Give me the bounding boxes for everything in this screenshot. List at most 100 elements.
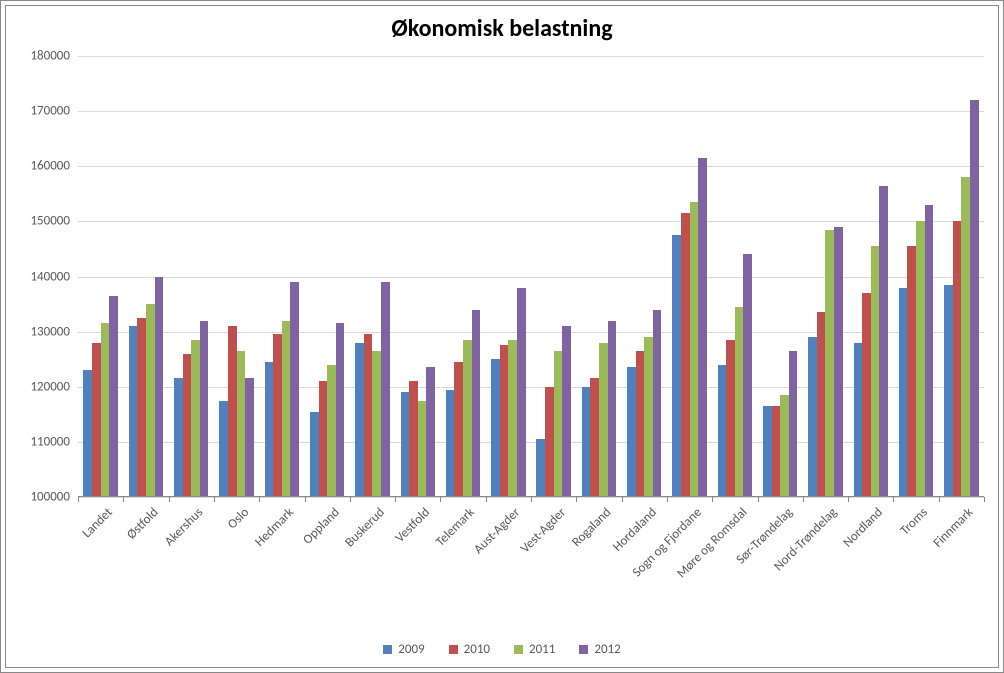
bar bbox=[763, 406, 772, 497]
bar bbox=[409, 381, 418, 497]
bar bbox=[953, 221, 962, 497]
x-tick-label: Nordland bbox=[840, 505, 885, 550]
legend-item: 2012 bbox=[579, 642, 620, 657]
x-tick-mark bbox=[712, 497, 713, 502]
bar bbox=[636, 351, 645, 497]
legend-swatch bbox=[449, 645, 458, 654]
bar bbox=[681, 213, 690, 497]
bar bbox=[608, 321, 617, 497]
bar bbox=[726, 340, 735, 497]
x-tick-mark bbox=[440, 497, 441, 502]
chart-container: Økonomisk belastning 1000001100001200001… bbox=[0, 0, 1004, 673]
x-tick-mark bbox=[893, 497, 894, 502]
bar bbox=[83, 370, 92, 497]
bar bbox=[336, 323, 345, 497]
bar bbox=[780, 395, 789, 497]
bar bbox=[381, 282, 390, 497]
x-tick-label: Finnmark bbox=[931, 505, 977, 551]
x-tick-mark bbox=[576, 497, 577, 502]
y-tick-label: 170000 bbox=[30, 104, 70, 119]
x-tick-label: Hedmark bbox=[252, 505, 297, 550]
bar bbox=[944, 285, 953, 497]
legend-swatch bbox=[383, 645, 392, 654]
y-tick-label: 150000 bbox=[30, 214, 70, 229]
bar bbox=[446, 390, 455, 497]
bar bbox=[92, 343, 101, 497]
bar bbox=[854, 343, 863, 497]
x-tick-mark bbox=[123, 497, 124, 502]
bar bbox=[401, 392, 410, 497]
bar bbox=[879, 186, 888, 497]
legend-swatch bbox=[579, 645, 588, 654]
legend-label: 2012 bbox=[594, 642, 620, 657]
bar bbox=[364, 334, 373, 497]
bar bbox=[219, 401, 228, 497]
x-tick-mark bbox=[939, 497, 940, 502]
bar bbox=[817, 312, 826, 497]
bar bbox=[319, 381, 328, 497]
x-tick-label: Vest-Agder bbox=[518, 505, 569, 556]
x-tick-mark bbox=[667, 497, 668, 502]
x-tick-mark bbox=[350, 497, 351, 502]
chart-title: Økonomisk belastning bbox=[6, 14, 998, 43]
bar bbox=[735, 307, 744, 497]
x-tick-mark bbox=[622, 497, 623, 502]
legend-swatch bbox=[514, 645, 523, 654]
plot-area bbox=[78, 56, 984, 497]
bar bbox=[789, 351, 798, 497]
bar bbox=[690, 202, 699, 497]
y-axis: 1000001100001200001300001400001500001600… bbox=[6, 56, 78, 497]
bar bbox=[590, 378, 599, 497]
bar bbox=[517, 288, 526, 497]
bar bbox=[582, 387, 591, 497]
x-tick-label: Vestfold bbox=[392, 505, 433, 546]
legend-item: 2010 bbox=[449, 642, 490, 657]
x-tick-mark bbox=[984, 497, 985, 502]
bar bbox=[907, 246, 916, 497]
bar bbox=[155, 277, 164, 498]
bar bbox=[899, 288, 908, 497]
y-tick-label: 140000 bbox=[30, 269, 70, 284]
x-tick-label: Oppland bbox=[300, 505, 343, 548]
chart-inner: Økonomisk belastning 1000001100001200001… bbox=[5, 5, 999, 668]
x-tick-mark bbox=[259, 497, 260, 502]
bar bbox=[200, 321, 209, 497]
bar bbox=[237, 351, 246, 497]
x-tick-mark bbox=[305, 497, 306, 502]
bar bbox=[871, 246, 880, 497]
bar bbox=[109, 296, 118, 497]
x-tick-label: Rogaland bbox=[569, 505, 614, 550]
x-tick-mark bbox=[486, 497, 487, 502]
bar bbox=[310, 412, 319, 497]
x-tick-mark bbox=[395, 497, 396, 502]
bar bbox=[245, 378, 254, 497]
bar bbox=[228, 326, 237, 497]
y-tick-label: 110000 bbox=[30, 434, 70, 449]
bar bbox=[961, 177, 970, 497]
legend-item: 2011 bbox=[514, 642, 555, 657]
bar bbox=[772, 406, 781, 497]
bar bbox=[463, 340, 472, 497]
legend-label: 2010 bbox=[464, 642, 490, 657]
bar bbox=[290, 282, 299, 497]
bar bbox=[743, 254, 752, 497]
x-tick-label: Aust-Agder bbox=[471, 505, 523, 557]
x-tick-mark bbox=[78, 497, 79, 502]
bar bbox=[101, 323, 110, 497]
bar bbox=[562, 326, 571, 497]
bar bbox=[418, 401, 427, 497]
bar bbox=[825, 230, 834, 497]
legend: 2009201020112012 bbox=[6, 642, 998, 657]
bar bbox=[500, 345, 509, 497]
bar bbox=[672, 235, 681, 497]
bar bbox=[454, 362, 463, 497]
bar bbox=[916, 221, 925, 497]
y-tick-label: 180000 bbox=[30, 49, 70, 64]
bar bbox=[491, 359, 500, 497]
bar bbox=[191, 340, 200, 497]
bar bbox=[137, 318, 146, 497]
bar bbox=[644, 337, 653, 497]
bar bbox=[273, 334, 282, 497]
bar bbox=[426, 367, 435, 497]
x-tick-label: Østfold bbox=[124, 505, 161, 542]
